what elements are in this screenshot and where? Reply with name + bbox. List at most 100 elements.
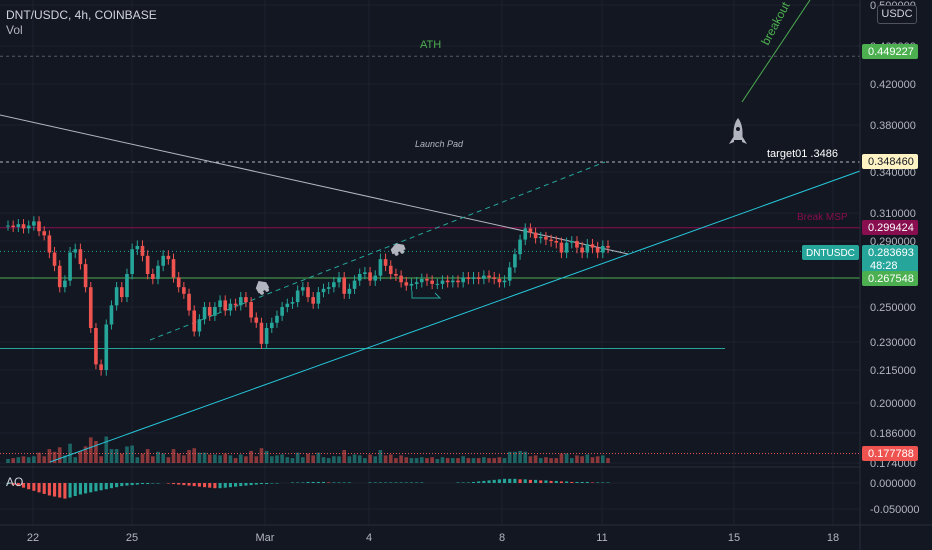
volume-bar [151, 456, 155, 463]
volume-bar [104, 436, 109, 463]
candle-body [254, 317, 259, 323]
volume-bar [21, 456, 26, 463]
candle-body [388, 265, 393, 274]
candle-body [487, 275, 491, 278]
candle-body [414, 282, 419, 284]
volume-bar [197, 452, 202, 463]
current-price-tag[interactable]: 0.283693 48:28 [862, 245, 918, 273]
candle-body [575, 241, 579, 248]
volume-bar [471, 458, 476, 463]
candle-body [306, 287, 310, 298]
x-tick-label: 25 [126, 532, 138, 544]
bottom-price-tag[interactable]: 0.177788 [862, 446, 918, 461]
candle-body [68, 252, 72, 281]
candle-body [580, 247, 584, 253]
volume-bar [301, 457, 305, 463]
uptrend-line[interactable] [49, 170, 861, 463]
volume-bar [466, 458, 471, 463]
currency-selector[interactable]: USDC [877, 5, 917, 24]
volume-bar [332, 456, 336, 463]
volume-bar [347, 456, 352, 463]
break-label[interactable]: Break MSP [797, 212, 848, 223]
candle-body [518, 239, 522, 255]
launch-icon-2[interactable] [389, 241, 406, 257]
candle-body [321, 288, 326, 293]
candle-body [182, 287, 186, 294]
volume-bar [176, 453, 181, 463]
volume-bar [244, 456, 248, 463]
candle-body [316, 292, 321, 304]
volume-bar [192, 448, 197, 463]
target-label[interactable]: target01 .3486 [767, 148, 838, 160]
candle-body [564, 242, 569, 253]
downtrend-line[interactable] [0, 114, 629, 255]
x-tick-label: 22 [27, 532, 39, 544]
candle-body [171, 259, 176, 278]
ath-label[interactable]: ATH [420, 39, 441, 51]
candle-body [554, 241, 559, 243]
candle-body [26, 225, 31, 229]
candle-body [590, 244, 595, 248]
volume-bar [326, 458, 331, 463]
volume-bar [228, 455, 233, 463]
candle-body [264, 328, 269, 344]
candle-body [559, 242, 564, 253]
volume-bar [264, 450, 269, 463]
volume-bar [269, 456, 274, 463]
candle-body [595, 247, 600, 253]
y-tick-label: 0.250000 [870, 302, 916, 314]
time-axis[interactable]: 22 25 Mar 4 8 11 15 18 [27, 532, 839, 544]
symbol-title[interactable]: DNT/USDC, 4h, COINBASE [6, 8, 157, 22]
volume-bar [171, 449, 176, 463]
volume-bar [352, 454, 357, 463]
candle-body [378, 259, 383, 276]
volume-bar [285, 457, 290, 463]
candle-body [37, 221, 41, 232]
candle-body [399, 275, 403, 283]
volume-bar [238, 454, 243, 463]
rocket-icon[interactable] [729, 118, 747, 144]
volume-bar [52, 451, 57, 463]
volume-bar [125, 446, 129, 463]
volume-bar [523, 451, 528, 463]
candle-body [549, 239, 553, 241]
support-price-tag[interactable]: 0.267548 [862, 271, 918, 286]
volume-bar [223, 453, 228, 463]
breakout-label[interactable]: breakout [758, 0, 793, 47]
volume-label[interactable]: Vol [6, 23, 23, 37]
target-price-tag[interactable]: 0.348460 [862, 154, 918, 169]
volume-bar [114, 449, 119, 463]
candle-body [544, 236, 548, 240]
svg-text:0.348460: 0.348460 [868, 156, 914, 168]
candle-body [461, 277, 465, 283]
volume-bar [518, 450, 522, 463]
candle-body [368, 272, 372, 281]
launch-pad-label[interactable]: Launch Pad [415, 139, 464, 149]
launch-icon-1[interactable] [253, 278, 270, 296]
ath-price-tag[interactable]: 0.449227 [862, 44, 918, 59]
volume-bar [145, 449, 150, 463]
volume-bar [156, 451, 160, 463]
y-tick-label: 0.186000 [870, 428, 916, 440]
candle-body [114, 287, 119, 306]
symbol-tag[interactable]: DNTUSDC [802, 245, 859, 260]
candle-body [213, 307, 217, 316]
volume-bar [575, 455, 579, 463]
candle-body [207, 307, 212, 316]
candle-body [176, 277, 181, 288]
volume-bar [337, 456, 341, 463]
ao-label[interactable]: AO [6, 475, 24, 489]
resistance-price-tag[interactable]: 0.299424 [862, 220, 918, 235]
candle-body [342, 277, 347, 294]
candle-body [275, 315, 279, 323]
candle-body [357, 274, 362, 281]
candle-body [223, 300, 228, 311]
candles [6, 216, 610, 376]
volume-bar [368, 454, 372, 463]
volume-bar [202, 452, 207, 463]
volume-bar [373, 456, 378, 463]
candle-body [166, 255, 171, 260]
breakout-arrow-line[interactable] [741, 0, 811, 103]
candle-body [606, 245, 610, 248]
